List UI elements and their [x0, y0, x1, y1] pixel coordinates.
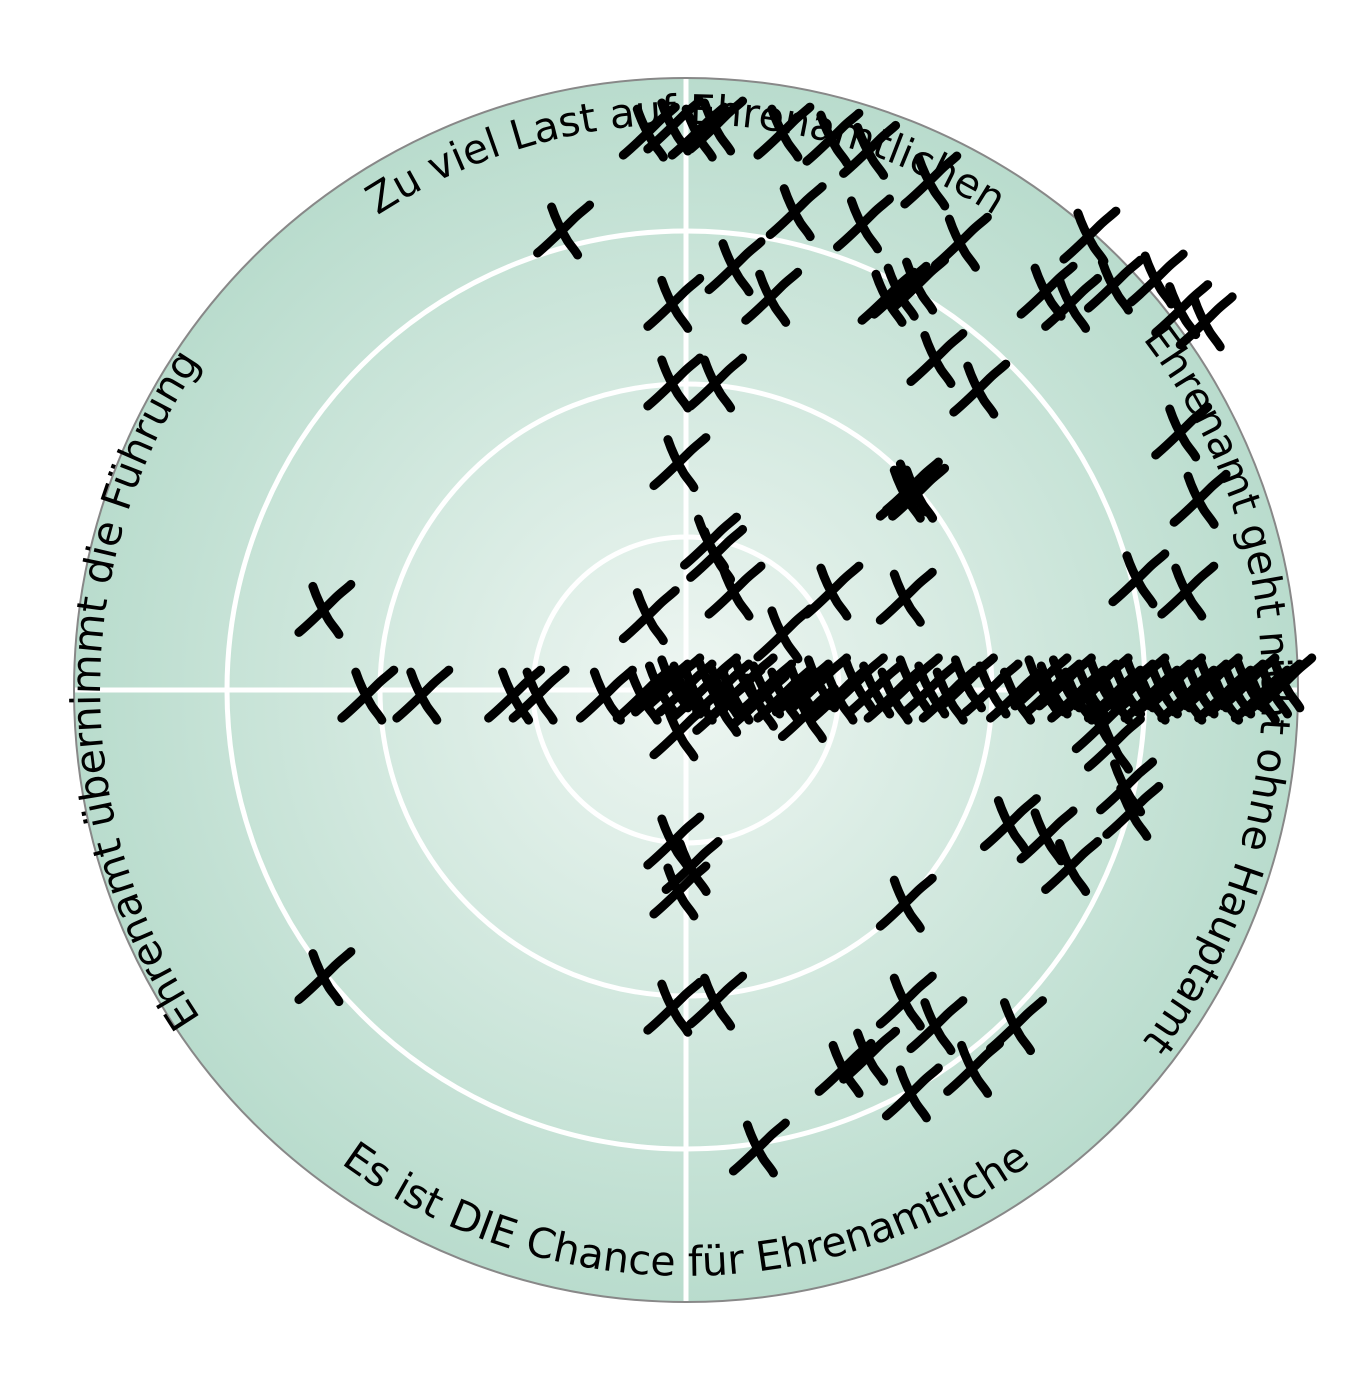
data-point-cross: [833, 194, 894, 254]
data-point-cross: [294, 579, 356, 639]
data-point-cross: [294, 947, 356, 1007]
data-point-cross: [875, 971, 937, 1031]
data-point-cross: [986, 996, 1047, 1056]
data-point-cross: [888, 463, 950, 523]
data-point-cross: [777, 684, 839, 743]
data-point-cross: [930, 212, 992, 272]
data-point-cross: [728, 671, 790, 731]
data-point-cross: [943, 1038, 1005, 1098]
data-point-cross: [649, 702, 711, 762]
data-point-cross: [753, 604, 815, 664]
data-point-cross: [508, 665, 570, 725]
data-point-cross: [979, 794, 1041, 854]
data-point-cross: [888, 255, 950, 315]
data-point-cross: [875, 873, 937, 933]
data-point-cross: [802, 561, 864, 621]
data-point-cross: [704, 561, 766, 621]
data-point-cross: [643, 273, 705, 333]
data-point-cross: [906, 329, 968, 388]
data-point-cross: [881, 1063, 943, 1123]
data-point-cross: [1157, 561, 1219, 621]
data-point-cross: [649, 433, 711, 493]
data-point-cross: [1151, 402, 1213, 462]
data-point-cross: [1083, 255, 1145, 315]
data-point-cross: [906, 996, 968, 1056]
data-point-cross: [618, 586, 680, 646]
data-point-cross: [649, 861, 711, 921]
data-point-cross: [1175, 292, 1237, 352]
data-point-cross: [802, 108, 864, 168]
data-point-cross: [392, 665, 454, 725]
data-point-cross: [704, 237, 766, 297]
data-point-cross: [728, 1118, 790, 1178]
data-points: [294, 96, 1317, 1178]
data-point-cross: [753, 102, 815, 162]
data-point-cross: [1255, 653, 1317, 713]
data-point-cross: [337, 665, 399, 725]
data-point-cross: [839, 1026, 901, 1086]
data-point-cross: [1041, 837, 1103, 896]
data-point-cross: [686, 353, 748, 413]
data-point-cross: [533, 200, 595, 260]
data-point-cross: [765, 182, 827, 242]
data-point-cross: [1059, 206, 1121, 266]
data-point-cross: [692, 677, 754, 737]
data-point-cross: [949, 359, 1011, 419]
data-point-cross: [839, 120, 901, 180]
data-point-cross: [1108, 549, 1170, 609]
data-point-cross: [1102, 781, 1164, 841]
data-point-cross: [686, 96, 748, 156]
data-point-cross: [1083, 714, 1145, 774]
data-point-cross: [1169, 469, 1231, 529]
data-point-cross: [686, 971, 748, 1031]
chart-outline: [73, 77, 1299, 1303]
data-point-cross: [1126, 249, 1188, 309]
data-point-cross: [643, 353, 705, 413]
data-point-cross: [1016, 806, 1078, 866]
data-point-cross: [643, 977, 705, 1037]
data-point-cross: [1041, 273, 1103, 333]
data-point-cross: [875, 567, 937, 627]
data-point-cross: [900, 151, 962, 211]
data-point-cross: [741, 267, 803, 327]
data-point-cross: [484, 665, 546, 725]
